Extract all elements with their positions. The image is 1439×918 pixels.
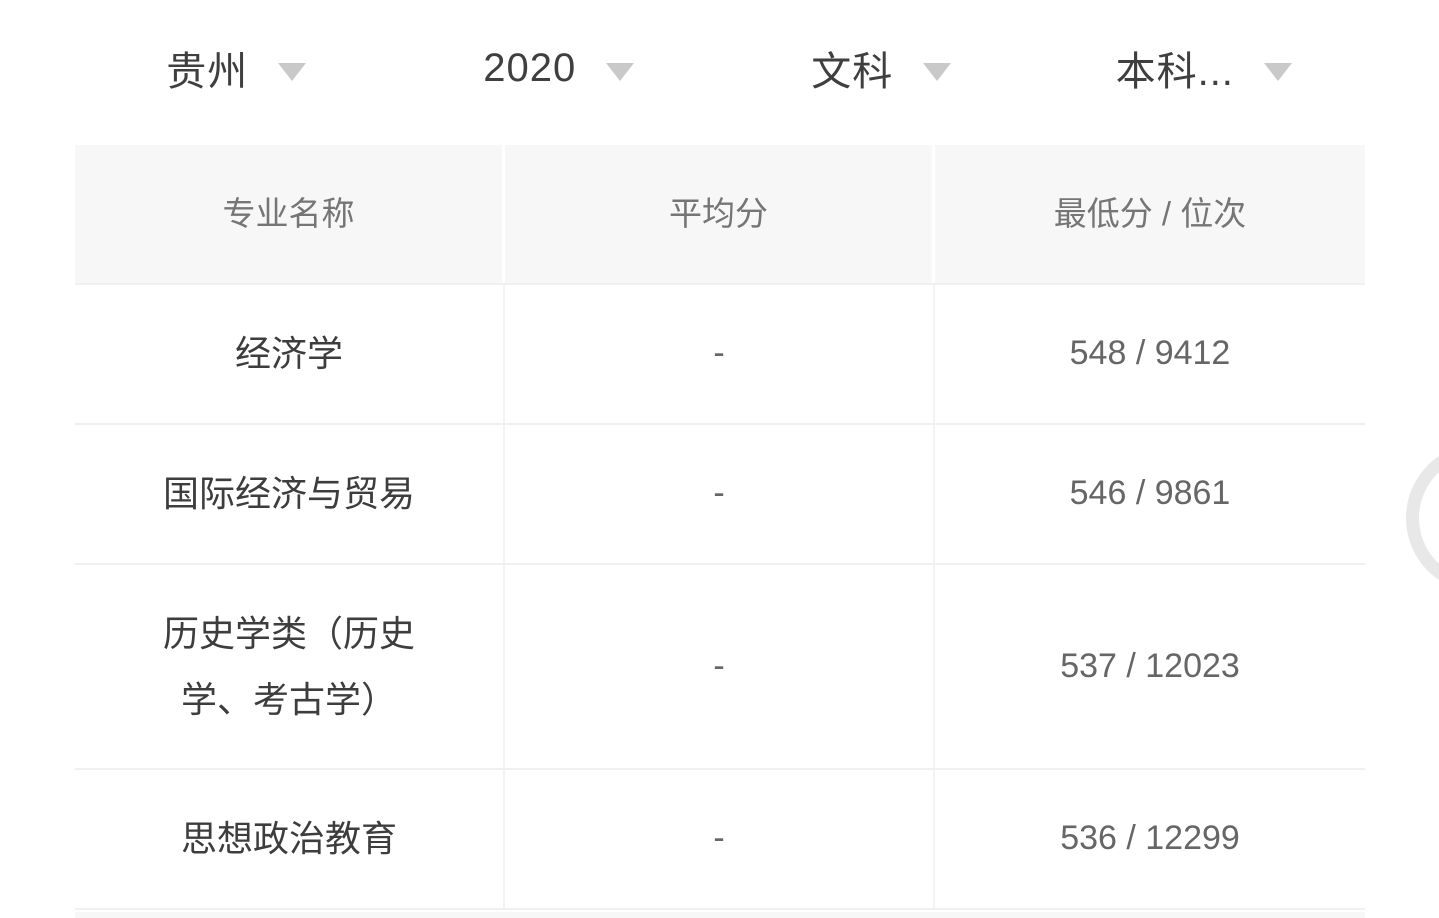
column-header-min-rank: 最低分 / 位次	[1053, 194, 1247, 232]
cell-min-rank: 537 / 12023	[1060, 646, 1240, 685]
dropdown-arrow-icon	[278, 63, 307, 81]
dropdown-arrow-icon	[606, 63, 635, 81]
cell-average: -	[505, 565, 935, 768]
filter-batch-label: 本科...	[1115, 50, 1234, 94]
table-row: 经济学 - 548 / 9412	[75, 285, 1365, 425]
cell-major: 思想政治教育	[75, 770, 505, 908]
filter-year[interactable]: 2020	[398, 33, 721, 103]
filter-bar: 贵州 2020 文科 本科...	[75, 33, 1365, 103]
cell-average: -	[505, 770, 935, 908]
next-section-peek	[75, 912, 1365, 918]
cell-major: 国际经济与贸易	[75, 425, 505, 563]
cell-min-rank: 536 / 12299	[1060, 819, 1240, 858]
table-row: 历史学类（历史学、考古学） - 537 / 12023	[75, 565, 1365, 770]
dropdown-arrow-icon	[1263, 63, 1292, 81]
column-header-major: 专业名称	[75, 145, 505, 283]
cell-major: 历史学类（历史学、考古学）	[75, 565, 505, 768]
cell-min-rank: 548 / 9412	[1069, 334, 1231, 373]
filter-batch[interactable]: 本科...	[1043, 33, 1366, 103]
score-table: 专业名称 平均分 最低分 / 位次 经济学 - 548 / 9412 国际经济与…	[75, 145, 1365, 910]
table-row: 思想政治教育 - 536 / 12299	[75, 770, 1365, 910]
cell-min-rank: 546 / 9861	[1069, 474, 1231, 513]
filter-province-label: 贵州	[166, 50, 249, 94]
cell-average: -	[505, 285, 935, 423]
cell-average: -	[505, 425, 935, 563]
table-header-row: 专业名称 平均分 最低分 / 位次	[75, 145, 1365, 285]
floating-circle-indicator	[1406, 443, 1439, 593]
filter-year-label: 2020	[483, 45, 577, 90]
filter-subject-label: 文科	[811, 50, 894, 94]
table-row: 国际经济与贸易 - 546 / 9861	[75, 425, 1365, 565]
filter-province[interactable]: 贵州	[75, 33, 398, 103]
column-header-average: 平均分	[505, 145, 935, 283]
dropdown-arrow-icon	[923, 63, 952, 81]
cell-major: 经济学	[75, 285, 505, 423]
filter-subject[interactable]: 文科	[720, 33, 1043, 103]
